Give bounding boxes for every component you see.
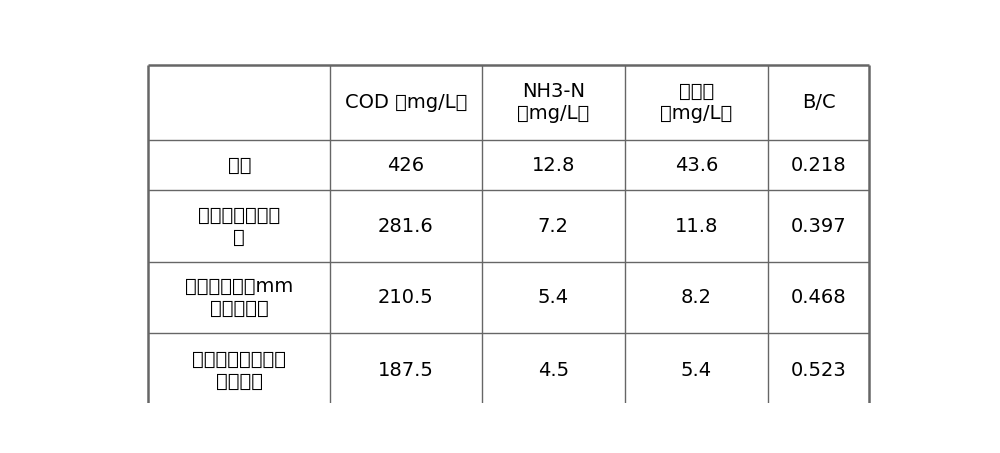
Text: 实施例１中８mm
的填料出水: 实施例１中８mm 的填料出水 — [185, 277, 293, 318]
Text: COD （mg/L）: COD （mg/L） — [345, 93, 467, 112]
Text: 5.4: 5.4 — [538, 288, 569, 307]
Text: B/C: B/C — [802, 93, 835, 112]
Text: 187.5: 187.5 — [378, 361, 434, 380]
Text: NH3-N
（mg/L）: NH3-N （mg/L） — [517, 82, 589, 123]
Text: 281.6: 281.6 — [378, 217, 434, 236]
Text: 43.6: 43.6 — [675, 156, 718, 174]
Text: 市场采购填料出
水: 市场采购填料出 水 — [198, 206, 280, 246]
Text: 原水: 原水 — [228, 156, 251, 174]
Text: 4.5: 4.5 — [538, 361, 569, 380]
Text: 11.8: 11.8 — [675, 217, 718, 236]
Text: 12.8: 12.8 — [532, 156, 575, 174]
Text: 5.4: 5.4 — [681, 361, 712, 380]
Text: 426: 426 — [387, 156, 425, 174]
Text: 210.5: 210.5 — [378, 288, 434, 307]
Text: 0.523: 0.523 — [791, 361, 846, 380]
Text: 含油量
（mg/L）: 含油量 （mg/L） — [660, 82, 733, 123]
Text: 7.2: 7.2 — [538, 217, 569, 236]
Text: 0.468: 0.468 — [791, 288, 846, 307]
Text: 8.2: 8.2 — [681, 288, 712, 307]
Text: 实施例１中沙粒状
填料出水: 实施例１中沙粒状 填料出水 — [192, 350, 286, 390]
Text: 0.218: 0.218 — [791, 156, 846, 174]
Text: 0.397: 0.397 — [791, 217, 846, 236]
